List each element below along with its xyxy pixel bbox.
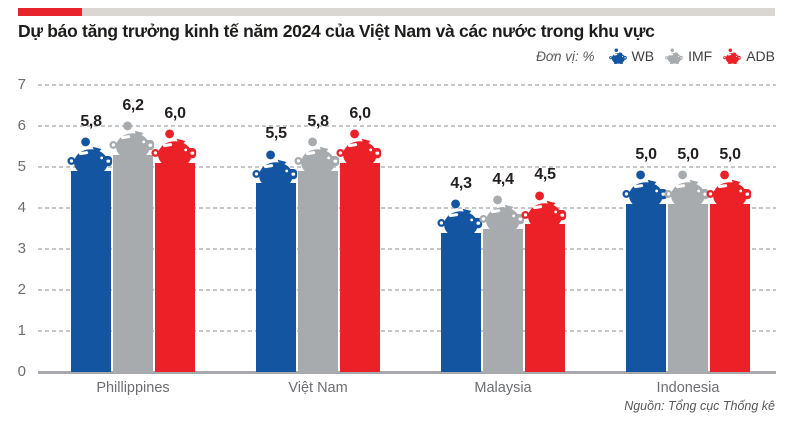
piggy-bank-icon xyxy=(479,194,525,235)
piggy-bank-icon xyxy=(723,48,741,64)
legend-item-label: IMF xyxy=(688,48,713,64)
piggy-bank-icon xyxy=(521,190,567,231)
accent-bar xyxy=(18,8,775,16)
piggy-bank-icon xyxy=(294,136,340,178)
piggy-bank-icon xyxy=(665,48,683,64)
value-label: 6,0 xyxy=(349,104,371,122)
piggy-bank-icon xyxy=(109,120,155,161)
piggy-bank-icon xyxy=(608,48,627,64)
gridline xyxy=(38,84,776,86)
value-label: 4,4 xyxy=(492,170,514,188)
value-label: 5,0 xyxy=(635,145,657,163)
y-tick-label: 0 xyxy=(17,363,26,380)
piggy-bank-icon xyxy=(437,198,483,239)
x-axis-line xyxy=(38,371,776,374)
value-label: 4,3 xyxy=(450,174,472,192)
value-label: 5,8 xyxy=(80,113,102,131)
piggy-bank-icon xyxy=(706,169,752,211)
accent-bar-red-segment xyxy=(18,8,82,16)
piggy-bank-icon xyxy=(151,128,197,170)
bar-adb-3 xyxy=(525,224,565,372)
y-tick-label: 4 xyxy=(17,199,26,216)
category-label: Việt Nam xyxy=(288,380,348,396)
chart-title: Dự báo tăng trưởng kinh tế năm 2024 của … xyxy=(18,21,655,41)
gridline xyxy=(38,330,776,332)
y-tick-label: 1 xyxy=(17,322,26,339)
bar-imf-2 xyxy=(298,171,338,372)
y-tick-label: 3 xyxy=(17,240,26,257)
piggy-bank-icon xyxy=(67,136,113,178)
category-label: Phillippines xyxy=(96,380,170,396)
bar-wb-1 xyxy=(71,171,111,372)
value-label: 4,5 xyxy=(534,166,556,184)
gridline xyxy=(38,248,776,250)
y-tick-label: 5 xyxy=(17,158,26,175)
bar-wb-2 xyxy=(256,183,296,372)
legend-item-adb: ADB xyxy=(723,48,775,64)
bar-adb-2 xyxy=(340,162,380,372)
bar-wb-3 xyxy=(441,232,481,372)
legend-item-wb: WB xyxy=(608,48,655,64)
gridline xyxy=(38,289,776,291)
value-label: 5,5 xyxy=(265,125,287,143)
bar-wb-4 xyxy=(626,203,666,372)
piggy-bank-icon xyxy=(622,169,668,211)
value-label: 5,8 xyxy=(307,113,329,131)
bar-adb-4 xyxy=(710,203,750,372)
y-tick-label: 6 xyxy=(17,117,26,134)
value-label: 6,0 xyxy=(164,104,186,122)
legend-item-label: WB xyxy=(631,48,655,64)
bar-imf-4 xyxy=(668,203,708,372)
category-label: Indonesia xyxy=(656,380,720,396)
unit-label: Đơn vị: % xyxy=(536,48,595,64)
gridline xyxy=(38,125,776,127)
legend-item-imf: IMF xyxy=(665,48,712,64)
bar-imf-1 xyxy=(113,154,153,372)
value-label: 5,0 xyxy=(719,145,741,163)
y-tick-label: 2 xyxy=(17,281,26,298)
piggy-bank-icon xyxy=(664,169,710,211)
bar-imf-3 xyxy=(483,228,523,372)
gridline xyxy=(38,207,776,209)
y-tick-label: 7 xyxy=(17,76,26,93)
chart-legend: Đơn vị: % WB IMF ADB xyxy=(536,48,775,64)
value-label: 5,0 xyxy=(677,145,699,163)
legend-item-label: ADB xyxy=(746,48,775,64)
piggy-bank-icon xyxy=(252,149,298,190)
category-label: Malaysia xyxy=(474,380,532,396)
piggy-bank-icon xyxy=(336,128,382,170)
value-label: 6,2 xyxy=(122,96,144,114)
bar-adb-1 xyxy=(155,162,195,372)
gridline xyxy=(38,166,776,168)
source-note: Nguồn: Tổng cục Thống kê xyxy=(624,399,775,413)
